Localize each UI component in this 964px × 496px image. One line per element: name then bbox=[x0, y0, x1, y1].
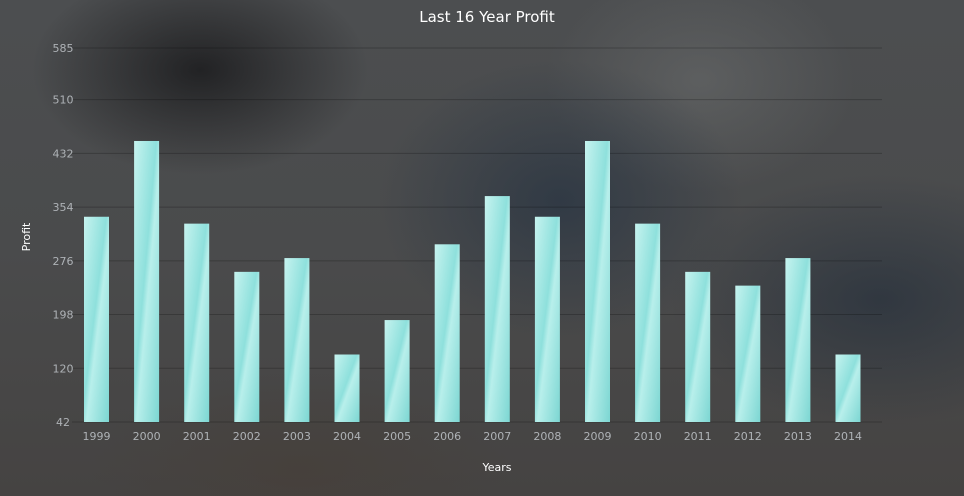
y-tick-label: 120 bbox=[53, 362, 74, 375]
bars bbox=[84, 140, 861, 422]
y-tick-label: 432 bbox=[53, 147, 74, 160]
bar-2010[interactable] bbox=[635, 223, 661, 422]
bar-2006[interactable] bbox=[434, 244, 460, 422]
bar-2001[interactable] bbox=[184, 223, 210, 422]
x-tick-label: 2006 bbox=[433, 430, 461, 443]
bar-2007[interactable] bbox=[484, 196, 510, 422]
y-axis-ticks: 42 120 198 276 354 432 510 585 bbox=[53, 42, 74, 429]
x-axis-ticks: 1999 2000 2001 2002 2003 2004 2005 2006 2007 2008… bbox=[83, 430, 863, 443]
y-tick-label: 510 bbox=[53, 94, 74, 107]
y-tick-label: 42 bbox=[56, 416, 70, 429]
x-tick-label: 2013 bbox=[784, 430, 812, 443]
x-tick-label: 1999 bbox=[83, 430, 111, 443]
x-tick-label: 2005 bbox=[383, 430, 411, 443]
bar-2004[interactable] bbox=[334, 354, 360, 422]
chart-title: Last 16 Year Profit bbox=[419, 8, 555, 26]
x-tick-label: 2008 bbox=[533, 430, 561, 443]
bar-2014[interactable] bbox=[835, 354, 861, 422]
bar-2003[interactable] bbox=[284, 258, 310, 422]
y-tick-label: 198 bbox=[53, 309, 74, 322]
x-tick-label: 2009 bbox=[584, 430, 612, 443]
bar-2008[interactable] bbox=[534, 216, 560, 422]
bar-2005[interactable] bbox=[384, 320, 410, 422]
x-tick-label: 2010 bbox=[634, 430, 662, 443]
x-tick-label: 2011 bbox=[684, 430, 712, 443]
bar-2000[interactable] bbox=[134, 140, 160, 422]
y-tick-label: 585 bbox=[53, 42, 74, 55]
x-tick-label: 2012 bbox=[734, 430, 762, 443]
y-axis-title: Profit bbox=[20, 222, 33, 251]
y-tick-label: 354 bbox=[53, 201, 74, 214]
x-tick-label: 2004 bbox=[333, 430, 361, 443]
x-tick-label: 2002 bbox=[233, 430, 261, 443]
x-tick-label: 2014 bbox=[834, 430, 862, 443]
bar-2012[interactable] bbox=[735, 285, 761, 422]
x-axis-title: Years bbox=[481, 461, 511, 474]
bar-2013[interactable] bbox=[785, 258, 811, 422]
bar-2009[interactable] bbox=[585, 140, 610, 422]
x-tick-label: 2003 bbox=[283, 430, 311, 443]
bar-2011[interactable] bbox=[685, 271, 711, 422]
y-tick-label: 276 bbox=[53, 255, 74, 268]
bar-2002[interactable] bbox=[234, 271, 260, 422]
x-tick-label: 2000 bbox=[133, 430, 161, 443]
bar-1999[interactable] bbox=[84, 216, 109, 422]
x-tick-label: 2007 bbox=[483, 430, 511, 443]
x-tick-label: 2001 bbox=[183, 430, 211, 443]
